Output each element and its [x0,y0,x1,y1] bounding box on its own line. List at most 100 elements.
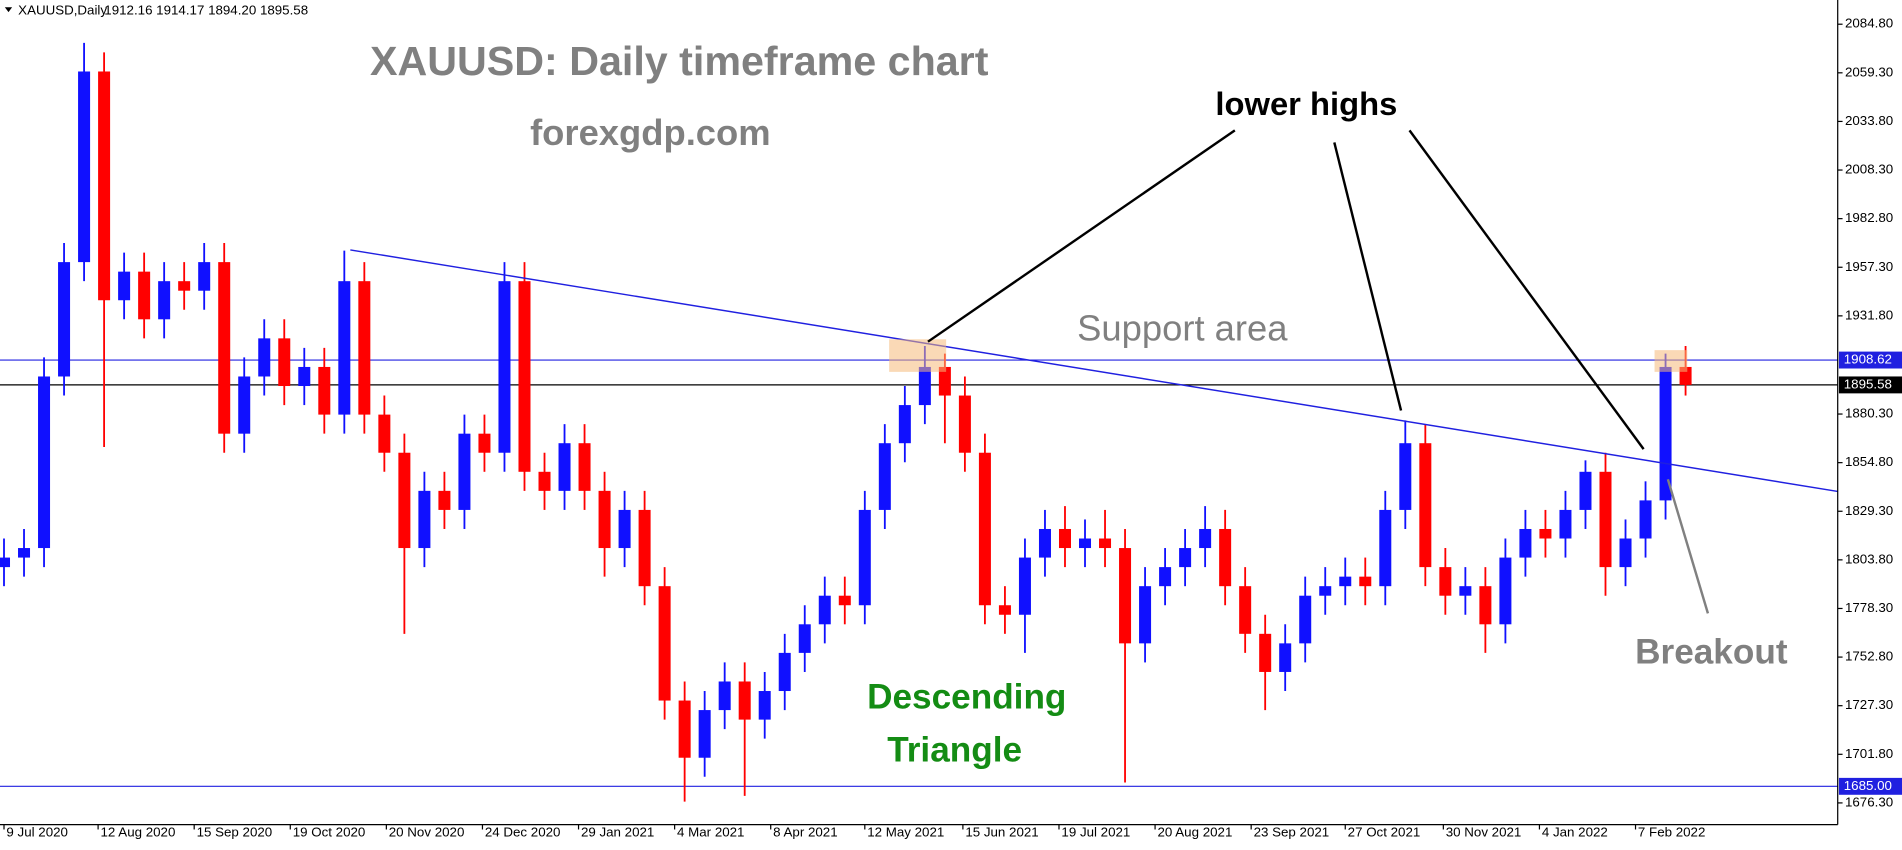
x-tick-label: 20 Nov 2020 [389,825,465,840]
x-tick-label: 9 Jul 2020 [6,825,68,840]
candle-body [1038,528,1051,558]
x-tick-label: 7 Feb 2022 [1638,825,1705,840]
highlight-box [889,339,947,372]
candle-body [18,548,31,558]
y-tick-label: 2084.80 [1845,16,1893,31]
candle-body [838,595,851,606]
candle-body [1058,528,1071,549]
candle-body [1119,548,1132,644]
ohlc-values: 1912.16 1914.17 1894.20 1895.58 [104,2,308,17]
candle-body [1319,586,1332,596]
candle-body [598,490,611,549]
price-label: 1908.62 [1844,352,1892,367]
candle-body [1199,528,1212,549]
candle-body [178,281,191,291]
y-tick-label: 1778.30 [1845,600,1893,615]
trend-line [350,249,1838,493]
candle-body [878,443,891,510]
candle-body [698,710,711,758]
y-tick-label: 1829.30 [1845,503,1893,518]
x-tick-label: 30 Nov 2021 [1446,825,1522,840]
y-tick-label: 1727.30 [1845,697,1893,712]
y-tick-label: 1752.80 [1845,649,1893,664]
candle-body [518,281,531,472]
candle-body [1499,557,1512,625]
y-tick-label: 2059.30 [1845,64,1893,79]
candle-body [198,262,211,291]
candle-body [1659,366,1672,501]
candle-body [1279,643,1292,672]
price-label: 1895.58 [1844,376,1892,391]
candle-body [1479,586,1492,625]
price-label: 1685.00 [1844,778,1892,793]
candle-body [1579,471,1592,510]
x-tick-label: 29 Jan 2021 [581,825,654,840]
x-tick-label: 4 Jan 2022 [1542,825,1608,840]
y-tick-label: 1982.80 [1845,210,1893,225]
price-label-box [1838,351,1902,369]
x-tick-label: 15 Jun 2021 [965,825,1038,840]
candle-body [578,443,591,491]
candle-body [318,366,331,415]
candle-body [438,490,451,510]
candle-body [818,595,831,625]
candle-body [1359,576,1372,587]
candle-body [938,366,951,396]
candle-body [638,509,651,587]
candle-body [98,71,111,301]
menu-icon [4,7,13,13]
x-tick-label: 12 Aug 2020 [101,825,176,840]
annotation: Breakout [1635,633,1788,672]
candle-body [1619,538,1632,568]
candle-body [1299,595,1312,644]
x-tick-label: 23 Sep 2021 [1254,825,1330,840]
y-tick-label: 1676.30 [1845,794,1893,809]
y-tick-label: 2033.80 [1845,113,1893,128]
candle-body [0,557,11,568]
y-tick-label: 1701.80 [1845,746,1893,761]
candle-body [1079,538,1092,549]
candle-body [1179,548,1192,568]
candle-body [1259,633,1272,672]
candle-body [1139,586,1152,644]
candle-body [998,605,1011,615]
y-tick-label: 1803.80 [1845,551,1893,566]
candle-body [778,652,791,692]
candle-body [718,681,731,711]
x-tick-label: 12 May 2021 [867,825,944,840]
candle-body [1159,567,1172,587]
pointer-line [1666,478,1710,614]
candle-body [1219,528,1232,587]
price-label-box [1838,376,1902,394]
annotation: XAUUSD: Daily timeframe chart [370,38,989,84]
annotation: Descending [867,677,1066,716]
candle-body [418,490,431,549]
x-tick-label: 20 Aug 2021 [1158,825,1233,840]
x-tick-label: 24 Dec 2020 [485,825,561,840]
x-tick-label: 8 Apr 2021 [773,825,837,840]
candle-body [1379,509,1392,587]
candle-body [378,414,391,453]
candle-body [78,71,91,263]
candle-body [138,271,151,320]
candle-body [798,624,811,653]
candle-body [1439,567,1452,596]
candle-body [858,509,871,606]
x-tick-label: 15 Sep 2020 [197,825,273,840]
candle-body [618,509,631,549]
candle-body [1599,471,1612,568]
candle-body [678,700,691,758]
candle-body [1099,538,1112,549]
candle-body [298,366,311,387]
candle-body [1018,557,1031,615]
price-label-box [1838,777,1902,795]
pointer-line [1408,129,1645,450]
y-tick-label: 1957.30 [1845,259,1893,274]
candle-body [478,433,491,453]
candle-body [538,471,551,491]
candle-body [918,366,931,406]
y-tick-label: 1880.30 [1845,406,1893,421]
symbol: XAUUSD,Daily [18,2,107,17]
